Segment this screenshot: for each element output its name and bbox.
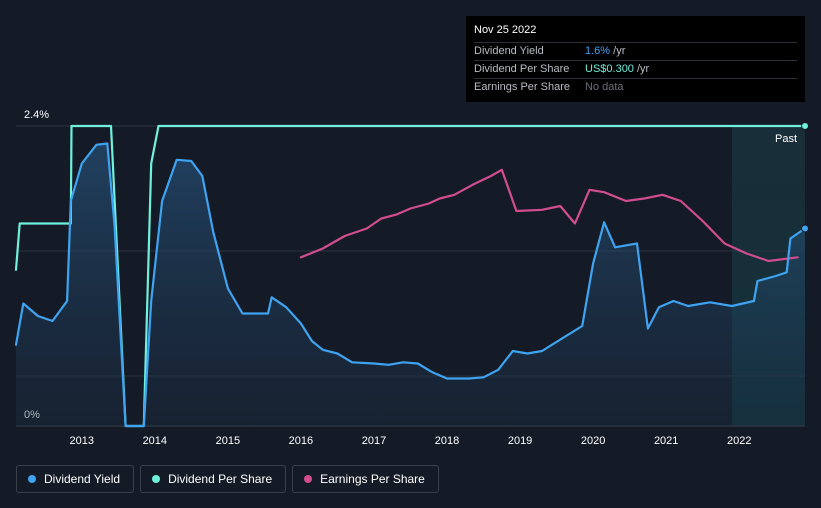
x-tick-label: 2020 xyxy=(581,435,605,447)
series-endpoints xyxy=(801,122,809,233)
legend-dot-icon xyxy=(152,475,161,483)
x-tick-label: 2014 xyxy=(143,435,167,447)
legend-label: Dividend Per Share xyxy=(168,472,273,486)
tooltip-unit: /yr xyxy=(633,63,650,75)
series-area-dividend-yield xyxy=(16,143,805,426)
legend-dot-icon xyxy=(28,475,36,483)
tooltip-row-dividend-per-share: Dividend Per Share US$0.300 /yr xyxy=(474,60,797,78)
x-tick-label: 2016 xyxy=(289,435,313,447)
series-line-earnings-per-share xyxy=(299,168,799,263)
series-endpoint-dividend-yield xyxy=(801,224,809,233)
past-label: Past xyxy=(775,133,797,145)
legend-dot-icon xyxy=(304,475,313,483)
tooltip-eps-value: No data xyxy=(585,81,624,93)
series-line-dividend-yield xyxy=(14,142,807,428)
legend-label: Dividend Yield xyxy=(44,472,121,486)
tooltip-dps-value: US$0.300 xyxy=(585,63,634,75)
tooltip-label: Dividend Yield xyxy=(474,45,544,57)
x-tick-label: 2017 xyxy=(362,435,386,447)
x-tick-label: 2015 xyxy=(216,435,240,447)
series-endpoint-dividend-per-share xyxy=(801,122,809,130)
tooltip-row-earnings-per-share: Earnings Per Share No data xyxy=(474,78,797,96)
tooltip-row-dividend-yield: Dividend Yield 1.6% /yr xyxy=(474,42,797,60)
tooltip-label: Earnings Per Share xyxy=(474,81,570,93)
tooltip-value: 1.6% /yr xyxy=(585,43,625,60)
x-tick-label: 2022 xyxy=(727,435,751,447)
x-tick-label: 2021 xyxy=(654,435,678,447)
legend-label: Earnings Per Share xyxy=(320,472,425,486)
tooltip-date: Nov 25 2022 xyxy=(474,24,537,36)
x-tick-label: 2018 xyxy=(435,435,459,447)
legend: Dividend Yield Dividend Per Share Earnin… xyxy=(16,465,439,493)
tooltip-value: US$0.300 /yr xyxy=(585,61,649,78)
x-tick-label: 2013 xyxy=(70,435,94,447)
legend-dividend-per-share[interactable]: Dividend Per Share xyxy=(140,465,287,493)
tooltip-label: Dividend Per Share xyxy=(474,63,570,75)
tooltip-unit: /yr xyxy=(610,45,626,57)
x-axis: 2013 2014 2015 2016 2017 2018 2019 2020 2021 2022 xyxy=(70,435,752,447)
tooltip-yield-value: 1.6% xyxy=(585,45,611,57)
series-layer xyxy=(14,124,807,428)
legend-dividend-yield[interactable]: Dividend Yield xyxy=(16,465,135,493)
tooltip-value: No data xyxy=(585,79,624,96)
x-tick-label: 2019 xyxy=(508,435,532,447)
y-tick-label: 2.4% xyxy=(24,109,49,121)
hover-tooltip: Nov 25 2022 Dividend Yield 1.6% /yr Divi… xyxy=(466,16,805,102)
legend-earnings-per-share[interactable]: Earnings Per Share xyxy=(292,465,439,493)
